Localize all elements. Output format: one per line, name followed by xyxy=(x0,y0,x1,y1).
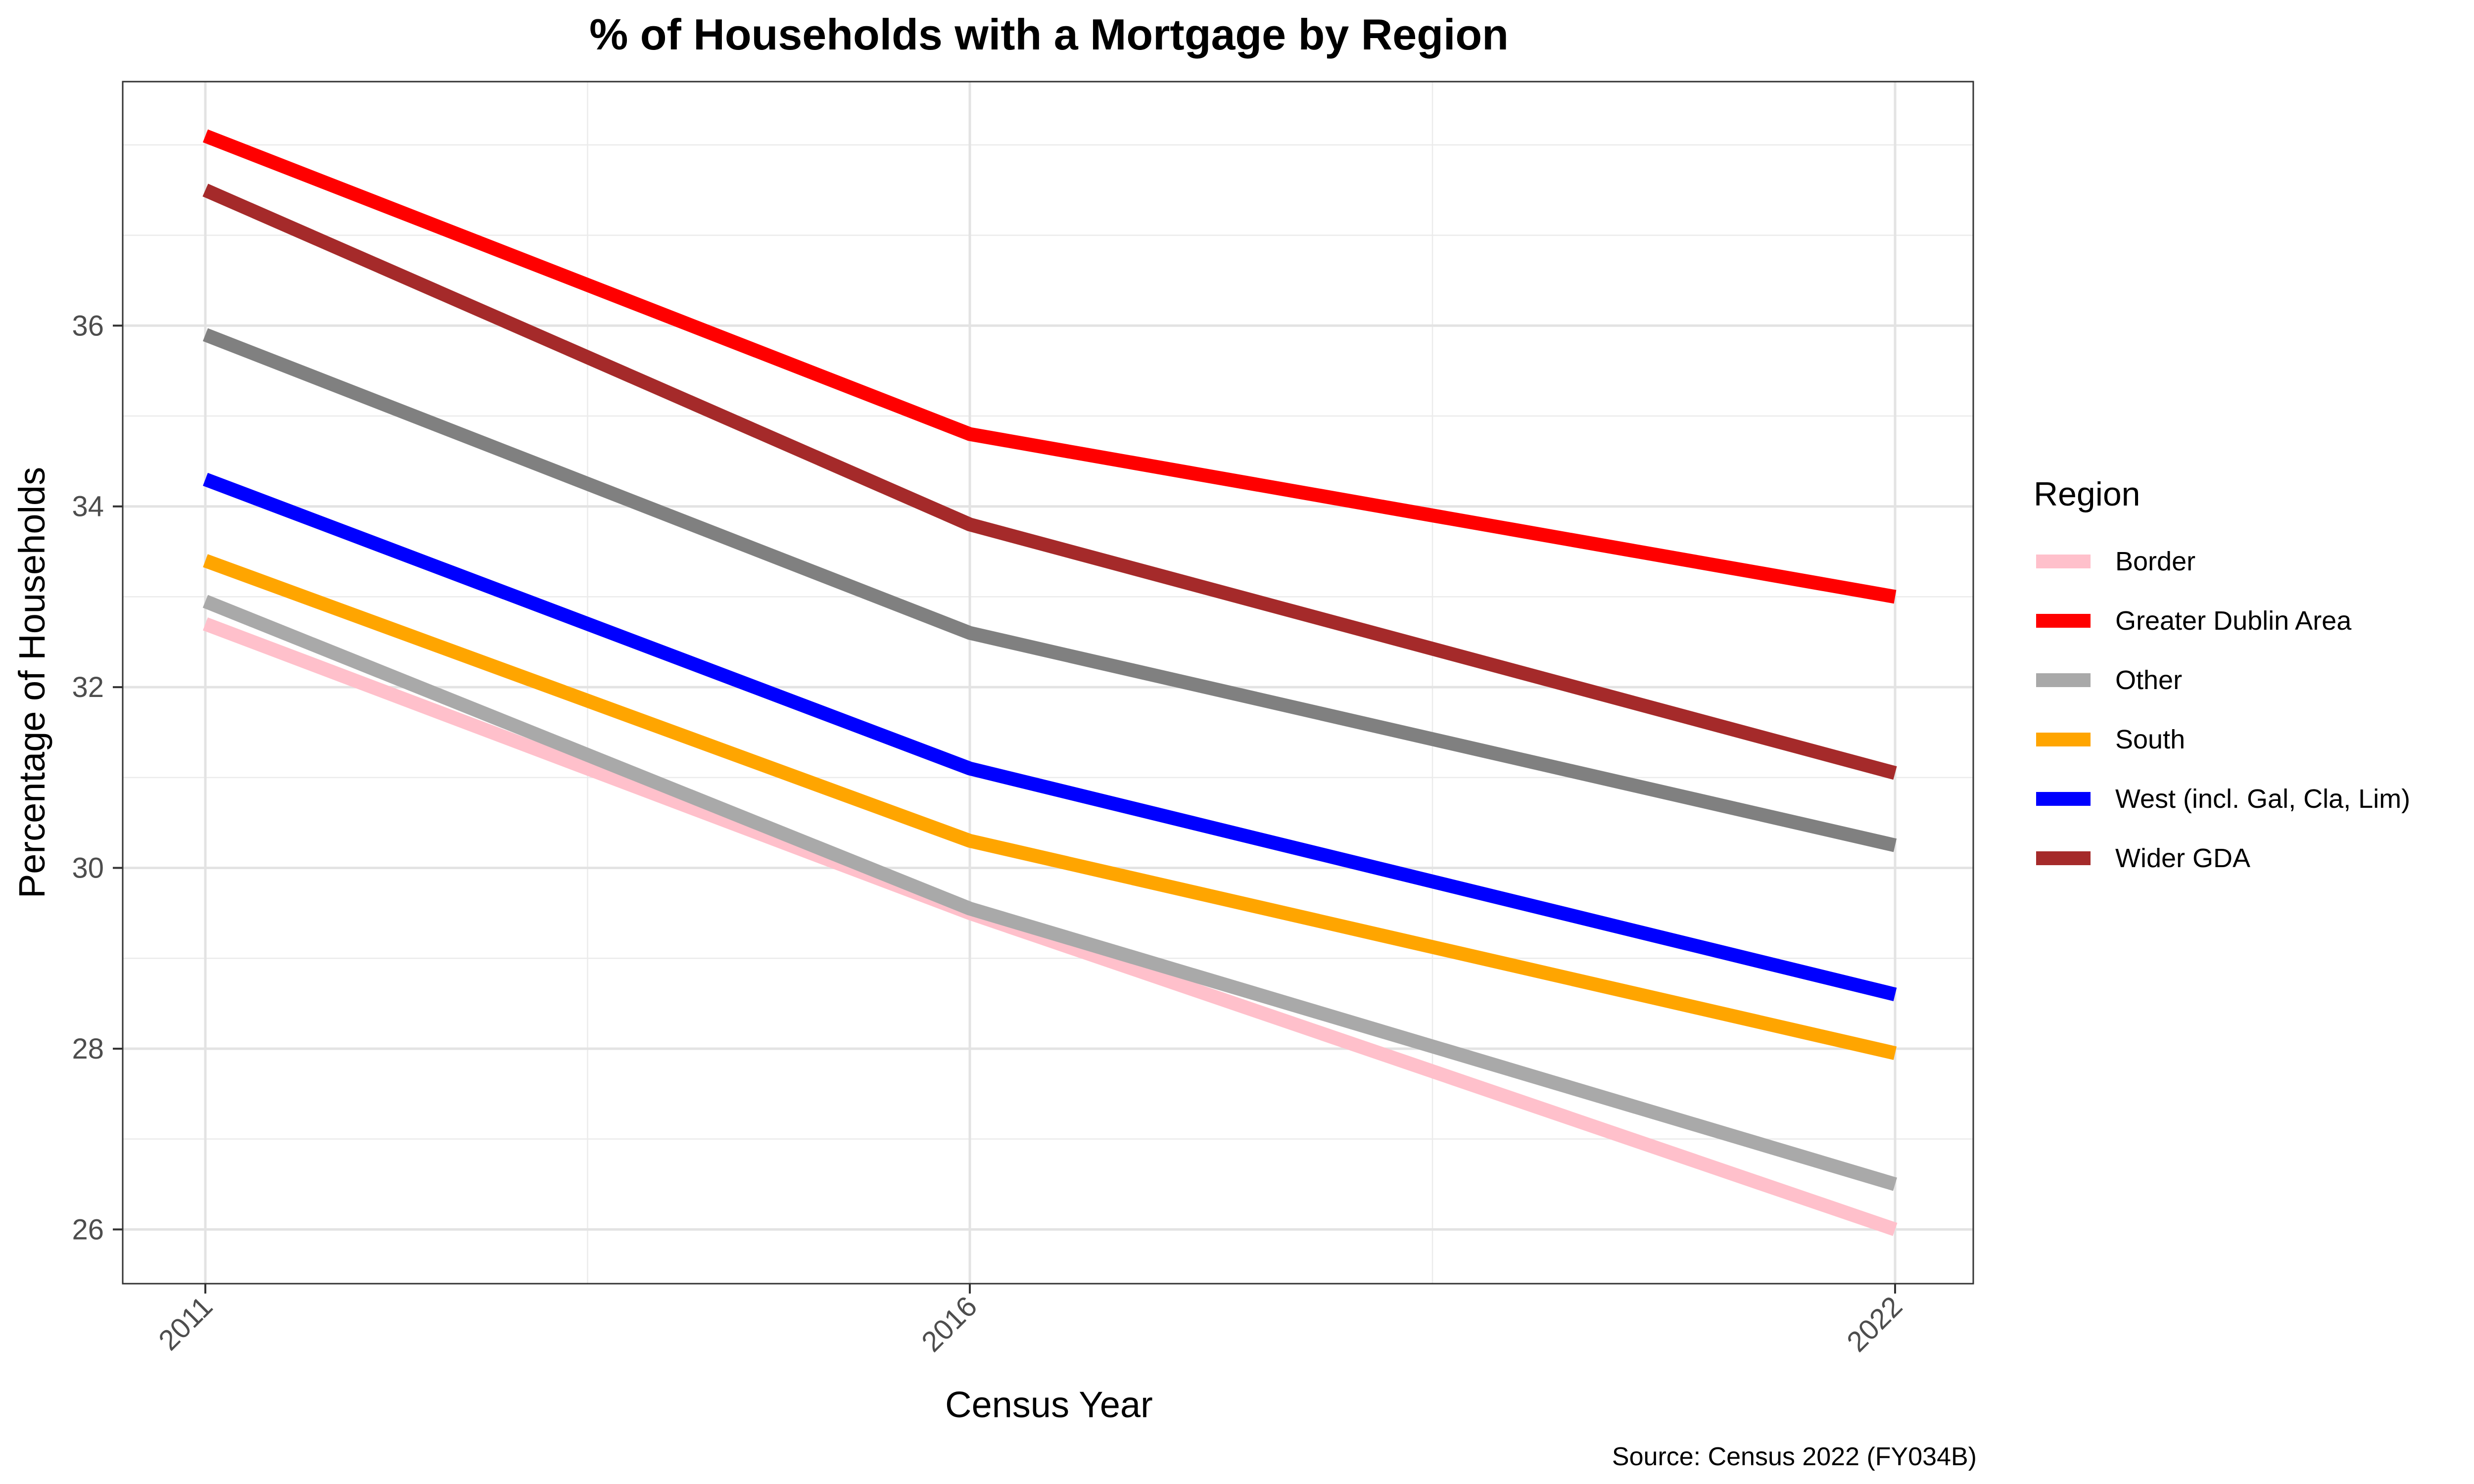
x-tick-label: 2011 xyxy=(152,1290,219,1356)
y-tick-label: 36 xyxy=(72,310,104,342)
y-axis-label: Percentage of Households xyxy=(11,467,52,898)
y-axis: 26 28 30 32 34 36 xyxy=(72,310,123,1246)
y-tick-label: 28 xyxy=(72,1033,104,1065)
y-tick-label: 34 xyxy=(72,491,104,523)
series-line-wider-gda xyxy=(202,184,1897,780)
legend-item-label: Greater Dublin Area xyxy=(2115,606,2352,636)
x-tick-label: 2022 xyxy=(1841,1290,1908,1358)
chart-title: % of Households with a Mortgage by Regio… xyxy=(589,10,1509,59)
legend: Region Border Greater Dublin Area Other Sou… xyxy=(2034,475,2410,873)
series-line-west-incl-gal-cla-lim xyxy=(203,472,1897,1001)
series-line-unlabeled xyxy=(202,328,1897,852)
y-tick-label: 32 xyxy=(72,671,104,703)
y-tick-label: 30 xyxy=(72,852,104,884)
source-caption: Source: Census 2022 (FY034B) xyxy=(1612,1442,1977,1471)
y-tick-label: 26 xyxy=(72,1213,104,1246)
series-line-greater-dublin-area xyxy=(202,129,1897,604)
x-axis-label: Census Year xyxy=(945,1384,1153,1425)
plot-border xyxy=(122,81,1974,1285)
legend-item-label: Other xyxy=(2115,665,2182,695)
legend-item-label: Border xyxy=(2115,547,2195,576)
x-tick-label: 2016 xyxy=(915,1290,983,1358)
legend-item-label: South xyxy=(2115,725,2185,754)
x-axis: 2011 2016 2022 xyxy=(152,1284,1908,1358)
series-line-other xyxy=(202,595,1897,1191)
legend-item-label: West (incl. Gal, Cla, Lim) xyxy=(2115,784,2410,814)
series-lines xyxy=(202,129,1898,1236)
plot-area xyxy=(122,81,1974,1285)
series-line-south xyxy=(203,554,1897,1060)
legend-title: Region xyxy=(2034,475,2141,513)
legend-item-label: Wider GDA xyxy=(2115,843,2250,873)
